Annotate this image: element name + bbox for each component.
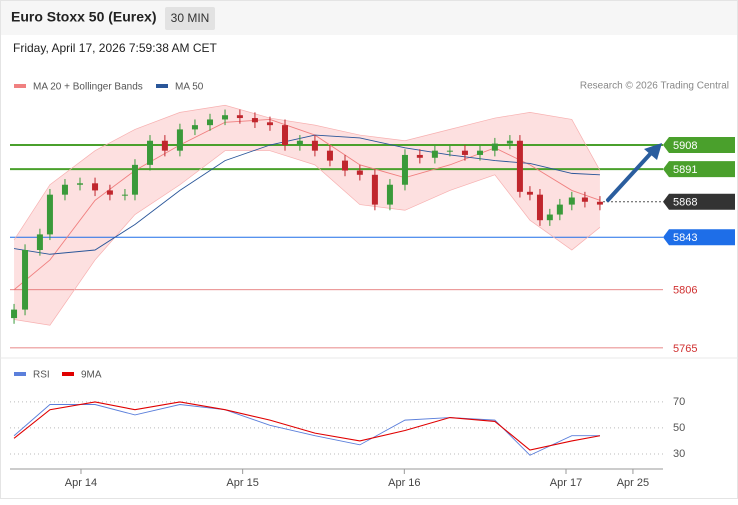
candle-body xyxy=(526,191,533,195)
level-tag xyxy=(663,193,735,210)
candle-body xyxy=(22,250,29,310)
candle-body xyxy=(106,190,113,195)
candle-body xyxy=(326,150,333,161)
level-label: 5868 xyxy=(673,197,697,209)
candle-body xyxy=(506,140,513,144)
candle-body xyxy=(356,170,363,175)
level-label: 5806 xyxy=(673,285,697,297)
candle-body xyxy=(77,183,84,185)
y-tick-label: 70 xyxy=(673,396,685,408)
candle-body xyxy=(446,150,453,152)
legend-label: MA 50 xyxy=(175,82,204,93)
candle-body xyxy=(222,115,229,120)
candle-body xyxy=(61,184,68,195)
timestamp: Friday, April 17, 2026 7:59:38 AM CET xyxy=(13,41,218,55)
candle-body xyxy=(431,150,438,158)
candle-body xyxy=(266,122,273,126)
x-tick-label: Apr 15 xyxy=(226,477,258,489)
interval-label[interactable]: 30 MIN xyxy=(171,11,210,25)
candle-body xyxy=(36,234,43,251)
candle-body xyxy=(556,204,563,215)
candle-body xyxy=(568,197,575,205)
rsi-line xyxy=(13,404,600,456)
candle-body xyxy=(546,214,553,221)
price-panel: 5908 5891 5868 5843 5806 5765 MA 20 + Bollinge… xyxy=(10,82,735,355)
candle-body xyxy=(236,115,243,119)
candle-body xyxy=(191,125,198,130)
candle-body xyxy=(596,201,603,205)
x-tick-label: Apr 16 xyxy=(388,477,420,489)
candle-body xyxy=(296,140,303,146)
candle-body xyxy=(581,197,588,202)
candle-body xyxy=(11,309,18,319)
forecast-arrow xyxy=(606,150,654,202)
candle-body xyxy=(476,150,483,155)
y-tick-label: 50 xyxy=(673,422,685,434)
title: Euro Stoxx 50 (Eurex) xyxy=(11,9,157,25)
candle-body xyxy=(311,140,318,151)
candle-body xyxy=(121,194,128,196)
candle-body xyxy=(131,164,138,195)
credit: Research © 2026 Trading Central xyxy=(580,81,729,92)
x-tick-label: Apr 25 xyxy=(617,477,649,489)
forecast-arrowhead xyxy=(644,143,662,160)
band-lower xyxy=(13,150,601,326)
level-label: 5908 xyxy=(673,140,697,152)
legend-swatch xyxy=(156,84,168,88)
legend-swatch xyxy=(14,84,26,88)
legend-swatch xyxy=(62,372,74,376)
level-tag xyxy=(663,229,735,246)
legend-label: RSI xyxy=(33,370,50,381)
candle-body xyxy=(461,150,468,155)
band-upper xyxy=(13,104,601,241)
rsi-line xyxy=(13,401,601,451)
candle-body xyxy=(251,118,258,123)
candle-body xyxy=(46,194,53,235)
x-tick-label: Apr 17 xyxy=(550,477,582,489)
rsi-panel: 70 50 30 Apr 14 Apr 15 Apr 16 Apr 17 Apr 25 RSI 9… xyxy=(10,370,685,489)
level-label: 5843 xyxy=(673,232,697,244)
candle-body xyxy=(386,184,393,205)
candle-body xyxy=(491,143,498,151)
candle-body xyxy=(371,174,378,205)
candle-body xyxy=(161,140,168,151)
candle-body xyxy=(401,154,408,185)
legend-label: MA 20 + Bollinger Bands xyxy=(33,82,143,93)
candle-body xyxy=(341,160,348,171)
candle-body xyxy=(416,154,423,158)
candle-body xyxy=(282,125,289,146)
candle-body xyxy=(206,119,213,126)
bollinger-band xyxy=(14,105,600,326)
level-label: 5891 xyxy=(673,164,697,176)
candle-body xyxy=(176,129,183,151)
level-tag xyxy=(663,161,735,178)
x-tick-label: Apr 14 xyxy=(65,477,97,489)
candle-body xyxy=(516,140,523,192)
header-bar xyxy=(1,1,737,35)
level-label: 5765 xyxy=(673,343,697,355)
legend-label: 9MA xyxy=(81,370,102,381)
level-tag xyxy=(663,137,735,154)
interval-button[interactable] xyxy=(165,7,215,30)
y-tick-label: 30 xyxy=(673,448,685,460)
candle-body xyxy=(536,194,543,221)
candle-body xyxy=(92,183,99,191)
candle-body xyxy=(147,140,154,165)
legend-swatch xyxy=(14,372,26,376)
